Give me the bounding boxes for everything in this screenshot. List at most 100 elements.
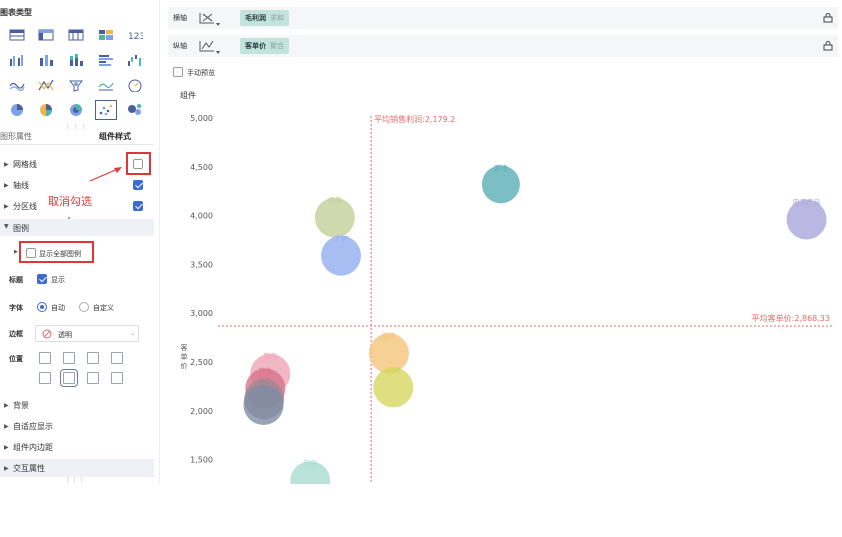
position-left-icon[interactable]: [39, 372, 51, 384]
prop-divider-line[interactable]: ▶ 分区线: [0, 197, 154, 215]
chart-svg: 组件 1,500 2,000 2,500 3,000 3,500 4,000 4,500 5,0…: [180, 90, 833, 502]
x-axis-settings-icon[interactable]: [823, 13, 833, 23]
prop-interaction[interactable]: ▶ 交互属性: [0, 459, 154, 477]
y-axis-label: 单: [181, 352, 188, 361]
y-tick-label: 3,000: [190, 309, 213, 318]
bubble[interactable]: [481, 165, 520, 204]
y-field-name: 客单价: [245, 42, 266, 50]
bubble-chart-icon[interactable]: [120, 100, 150, 120]
grip-icon[interactable]: ⋮⋮⋮: [64, 476, 85, 484]
chart-type-row: [2, 47, 150, 72]
bubble[interactable]: [368, 333, 409, 374]
horizontal-bar-icon[interactable]: [91, 50, 121, 70]
x-axis-sort-icon[interactable]: [198, 10, 220, 26]
divider-line-checkbox[interactable]: [133, 201, 143, 211]
expand-triangle-icon[interactable]: ▶: [4, 443, 9, 451]
donut-chart-icon[interactable]: [32, 100, 62, 120]
x-field-aggregation: 求和: [270, 14, 284, 22]
radar-cross-icon[interactable]: [32, 75, 62, 95]
stacked-bar-icon[interactable]: [61, 50, 91, 70]
position-prop-label: 位置: [9, 355, 23, 363]
bubble-chart: 组件 1,500 2,000 2,500 3,000 3,500 4,000 4,500 5,0…: [168, 80, 842, 502]
number-kpi-icon[interactable]: 123: [120, 25, 150, 45]
bubble[interactable]: [243, 384, 284, 425]
title-show-checkbox[interactable]: [37, 274, 47, 284]
bubble-label: 食品: [328, 196, 342, 205]
font-prop-label: 字体: [9, 304, 23, 312]
prop-axis-line[interactable]: ▶ 轴线: [0, 176, 154, 194]
line-chart-icon[interactable]: [91, 75, 121, 95]
expand-triangle-icon[interactable]: ▶: [4, 422, 9, 430]
y-axis-sort-icon[interactable]: [198, 38, 220, 54]
annotation-arrow-icon: [89, 167, 122, 182]
x-axis-label: 横轴: [173, 14, 187, 22]
bar-chart-icon[interactable]: [32, 50, 62, 70]
manual-preview-checkbox[interactable]: [173, 67, 183, 77]
svg-text:123: 123: [128, 32, 143, 42]
position-bottom-right-icon[interactable]: [87, 372, 99, 384]
bubble-label: 美妆: [258, 366, 272, 375]
gauge-icon[interactable]: [120, 75, 150, 95]
bubble[interactable]: [373, 367, 414, 408]
legend-label: 图例: [13, 224, 29, 233]
position-top-left-icon[interactable]: [39, 352, 51, 364]
heatmap-table-icon[interactable]: [91, 25, 121, 45]
chart-title: 组件: [180, 90, 196, 100]
rose-chart-icon[interactable]: [61, 100, 91, 120]
annotation-uncheck-text: 取消勾选: [48, 195, 92, 208]
prop-adaptive-display[interactable]: ▶ 自适应显示: [0, 417, 154, 435]
expand-triangle-icon[interactable]: ▶: [4, 160, 9, 168]
prop-gridline[interactable]: ▶ 网格线: [0, 155, 154, 173]
chart-type-grid: 123: [2, 22, 150, 122]
bubble-label: 健康: [257, 377, 271, 386]
prop-background[interactable]: ▶ 背景: [0, 396, 154, 414]
show-all-legend-checkbox[interactable]: [26, 248, 36, 258]
font-custom-radio[interactable]: [79, 302, 89, 312]
border-select[interactable]: 透明 ⌄: [35, 325, 139, 342]
position-top-center-icon[interactable]: [63, 352, 75, 364]
expand-triangle-icon[interactable]: ▶: [4, 401, 9, 409]
bubble[interactable]: [786, 199, 827, 240]
y-axis-settings-icon[interactable]: [823, 41, 833, 51]
scatter-chart-icon[interactable]: [91, 99, 121, 120]
grip-icon[interactable]: ⋮⋮⋮: [64, 123, 88, 131]
waterfall-icon[interactable]: [120, 50, 150, 70]
bubble[interactable]: [321, 235, 361, 276]
cross-table-icon[interactable]: [32, 25, 62, 45]
settings-panel: 图表类型 123 ⋮⋮⋮ 图形属性 组件样式 ▶ 网格线 ▶ 轴线 ▶ 分区线 …: [0, 0, 160, 484]
legend-section-header[interactable]: ▼ 图例: [0, 219, 154, 236]
expand-triangle-icon[interactable]: ▶: [4, 202, 9, 210]
gridline-checkbox[interactable]: [133, 159, 143, 169]
expand-triangle-icon[interactable]: ▶: [14, 249, 18, 255]
tab-graph-properties[interactable]: 图形属性: [0, 132, 32, 141]
y-tick-label: 2,000: [190, 407, 213, 416]
font-custom-label: 自定义: [93, 304, 114, 312]
pie-chart-icon[interactable]: [2, 100, 32, 120]
prop-component-padding[interactable]: ▶ 组件内边距: [0, 438, 154, 456]
position-right-icon[interactable]: [111, 372, 123, 384]
detail-table-icon[interactable]: [61, 25, 91, 45]
bubble[interactable]: [314, 197, 355, 238]
y-tick-label: 4,500: [190, 163, 213, 172]
font-auto-label: 自动: [51, 304, 65, 312]
y-tick-label: 1,500: [190, 456, 213, 465]
position-bottom-icon[interactable]: [60, 369, 78, 387]
font-auto-radio[interactable]: [37, 302, 47, 312]
tab-component-style[interactable]: 组件样式: [99, 132, 131, 141]
collapse-triangle-icon[interactable]: ▼: [4, 223, 9, 230]
area-line-icon[interactable]: [2, 75, 32, 95]
funnel-icon[interactable]: [61, 75, 91, 95]
table-icon[interactable]: [2, 25, 32, 45]
bubble-label: 箱包: [263, 352, 277, 361]
grouped-bar-icon[interactable]: [2, 50, 32, 70]
prop-gridline-label: 网格线: [13, 159, 37, 169]
expand-triangle-icon[interactable]: ▶: [4, 181, 9, 189]
position-top-right-icon[interactable]: [87, 352, 99, 364]
x-field-pill[interactable]: 毛利润 求和: [240, 10, 289, 26]
axis-line-checkbox[interactable]: [133, 180, 143, 190]
y-field-pill[interactable]: 客单价 聚合: [240, 38, 289, 54]
expand-triangle-icon[interactable]: ▶: [4, 464, 9, 472]
title-prop-label: 标题: [9, 276, 23, 284]
prop-axis-line-label: 轴线: [13, 180, 29, 190]
position-right-top-icon[interactable]: [111, 352, 123, 364]
